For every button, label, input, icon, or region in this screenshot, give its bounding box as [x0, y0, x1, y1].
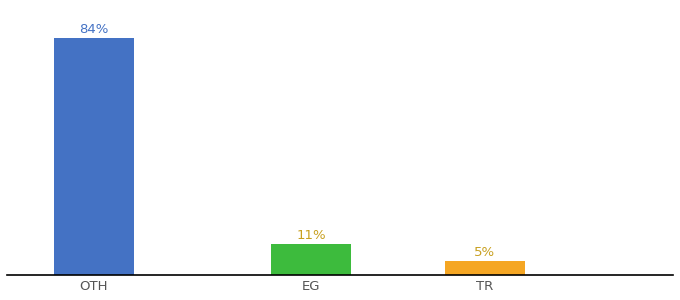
Bar — [54, 38, 134, 275]
Bar — [445, 261, 525, 275]
Text: 5%: 5% — [474, 246, 495, 259]
Text: 84%: 84% — [79, 23, 109, 36]
Text: 11%: 11% — [296, 229, 326, 242]
Bar — [271, 244, 351, 275]
